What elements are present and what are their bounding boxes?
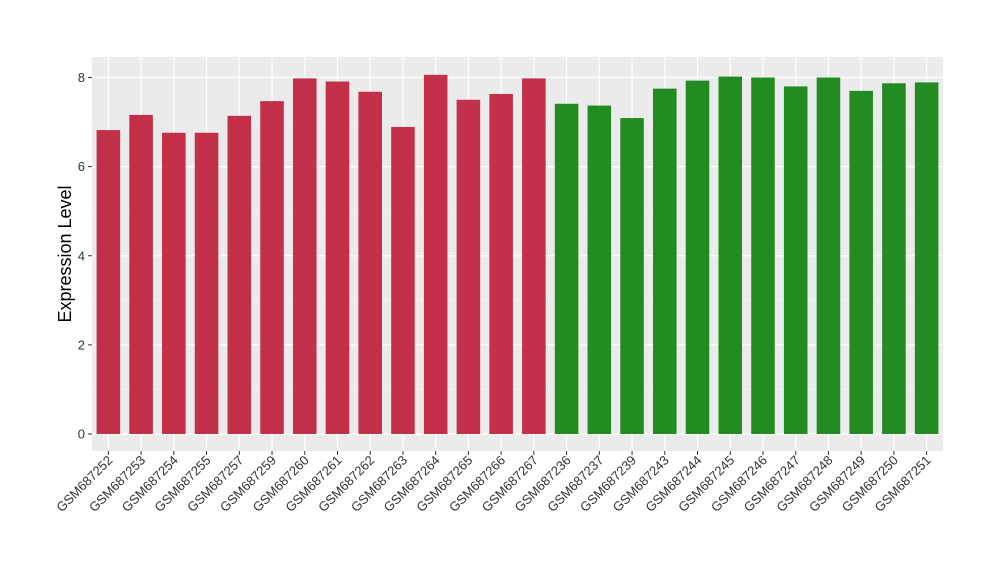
bar-GSM687260 [292,78,317,435]
bar-GSM687263 [391,126,415,434]
bar-GSM687243 [653,88,677,434]
bar-GSM687250 [882,83,906,434]
bar-GSM687236 [554,103,579,435]
bar-GSM687267 [522,78,546,435]
y-tick-label: 8 [78,70,85,85]
bar-GSM687266 [489,93,513,434]
bar-layer [96,74,939,435]
bar-GSM687253 [129,114,153,435]
y-tick-label: 2 [78,337,85,352]
bar-GSM687252 [96,130,121,435]
bar-GSM687246 [751,77,775,434]
bar-GSM687254 [162,132,186,434]
x-axis: GSM687252GSM687253GSM687254GSM687255GSM6… [53,451,934,515]
bar-GSM687247 [783,86,808,434]
bar-GSM687255 [194,132,219,434]
bar-GSM687248 [816,77,841,434]
bar-GSM687259 [260,101,284,434]
y-tick-label: 0 [78,427,85,442]
bar-GSM687257 [227,115,252,434]
bar-GSM687264 [423,74,448,435]
bar-GSM687265 [456,99,481,434]
bar-GSM687244 [685,80,710,434]
bar-GSM687239 [620,118,644,434]
y-axis: 0 2 4 6 8 [78,70,92,442]
y-tick-label: 6 [78,159,85,174]
bar-GSM687251 [914,82,939,434]
plot-panel [92,57,943,451]
bar-GSM687245 [718,76,743,434]
y-axis-title: Expression Level [55,185,75,322]
y-tick-label: 4 [78,248,85,263]
bar-GSM687237 [587,105,612,434]
bar-GSM687262 [358,91,382,434]
bar-GSM687249 [849,90,873,435]
bar-GSM687261 [325,81,350,435]
